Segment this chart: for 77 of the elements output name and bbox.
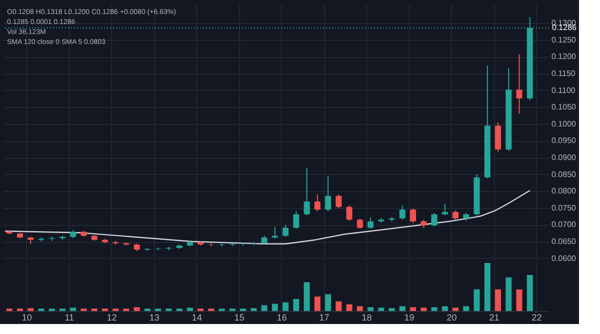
candlestick xyxy=(410,208,416,224)
x-tick-label: 22 xyxy=(532,312,542,322)
x-tick-label: 19 xyxy=(404,312,414,322)
candlestick xyxy=(452,210,459,220)
candlestick xyxy=(442,203,448,216)
bar xyxy=(399,306,406,311)
candlestick xyxy=(272,226,278,240)
x-tick-label: 10 xyxy=(22,312,32,322)
y-tick-label: 0.1050 xyxy=(552,102,577,112)
bar xyxy=(495,289,502,311)
bar xyxy=(506,277,512,311)
candlestick xyxy=(368,216,374,230)
bar xyxy=(442,306,448,311)
x-tick-label: 13 xyxy=(149,312,160,322)
bar xyxy=(431,307,438,311)
x-tick-label: 21 xyxy=(489,312,500,322)
x-tick-label: 18 xyxy=(362,312,372,322)
y-tick-label: 0.1200 xyxy=(552,52,577,62)
y-tick-label: 0.0750 xyxy=(552,203,577,212)
x-tick-label: 20 xyxy=(446,312,457,322)
bar xyxy=(420,308,427,311)
candlestick xyxy=(293,210,300,230)
candlestick xyxy=(325,176,332,212)
bar xyxy=(134,307,140,311)
bar xyxy=(304,282,310,311)
x-tick-label: 15 xyxy=(234,312,244,322)
y-tick-label: 0.0700 xyxy=(552,220,577,230)
x-tick-label: 12 xyxy=(106,312,117,322)
y-tick-label: 0.0950 xyxy=(552,136,577,146)
x-tick-label: 16 xyxy=(276,312,287,322)
y-tick-label: 0.0600 xyxy=(552,254,577,263)
y-tick-label: 0.0650 xyxy=(552,237,577,246)
candlestick xyxy=(399,205,406,220)
y-tick-label: 0.0900 xyxy=(552,153,577,162)
bar xyxy=(463,306,470,311)
candlestick xyxy=(346,204,352,222)
y-tick-label: 0.1000 xyxy=(552,119,577,128)
bar xyxy=(336,301,342,311)
x-tick-label: 14 xyxy=(192,312,202,322)
candlestick xyxy=(516,54,522,114)
bar xyxy=(293,299,300,311)
bar xyxy=(474,289,480,311)
bar xyxy=(261,305,268,311)
x-tick-label: 17 xyxy=(319,312,330,322)
bar xyxy=(368,307,374,311)
bar xyxy=(452,308,459,311)
bar xyxy=(356,306,363,311)
bar xyxy=(346,304,352,311)
candlestick xyxy=(155,247,162,251)
candlestick xyxy=(304,167,310,216)
bar xyxy=(516,289,522,311)
y-tick-label: 0.0850 xyxy=(552,170,577,179)
y-tick-label: 0.1150 xyxy=(552,69,576,78)
bar xyxy=(70,308,76,311)
bar xyxy=(250,308,257,311)
candlestick xyxy=(356,218,363,230)
candlestick xyxy=(282,224,289,238)
bar xyxy=(272,304,278,311)
x-tick-label: 11 xyxy=(64,312,74,322)
bar xyxy=(410,307,416,311)
bar xyxy=(325,294,332,311)
bar xyxy=(28,308,34,311)
line-series xyxy=(4,190,530,244)
bar xyxy=(314,296,320,311)
bar xyxy=(484,263,490,311)
candlestick xyxy=(336,194,342,210)
bar xyxy=(186,308,193,311)
bar xyxy=(378,308,384,311)
bar xyxy=(282,302,289,311)
y-tick-label: 0.1250 xyxy=(552,35,577,44)
candlestick xyxy=(495,122,502,152)
bar xyxy=(526,275,533,311)
candlestick xyxy=(314,194,320,212)
y-tick-label: 0.1100 xyxy=(552,86,576,95)
bar xyxy=(388,308,395,311)
candlestick xyxy=(431,212,438,227)
y-tick-label: 0.0800 xyxy=(552,186,577,196)
